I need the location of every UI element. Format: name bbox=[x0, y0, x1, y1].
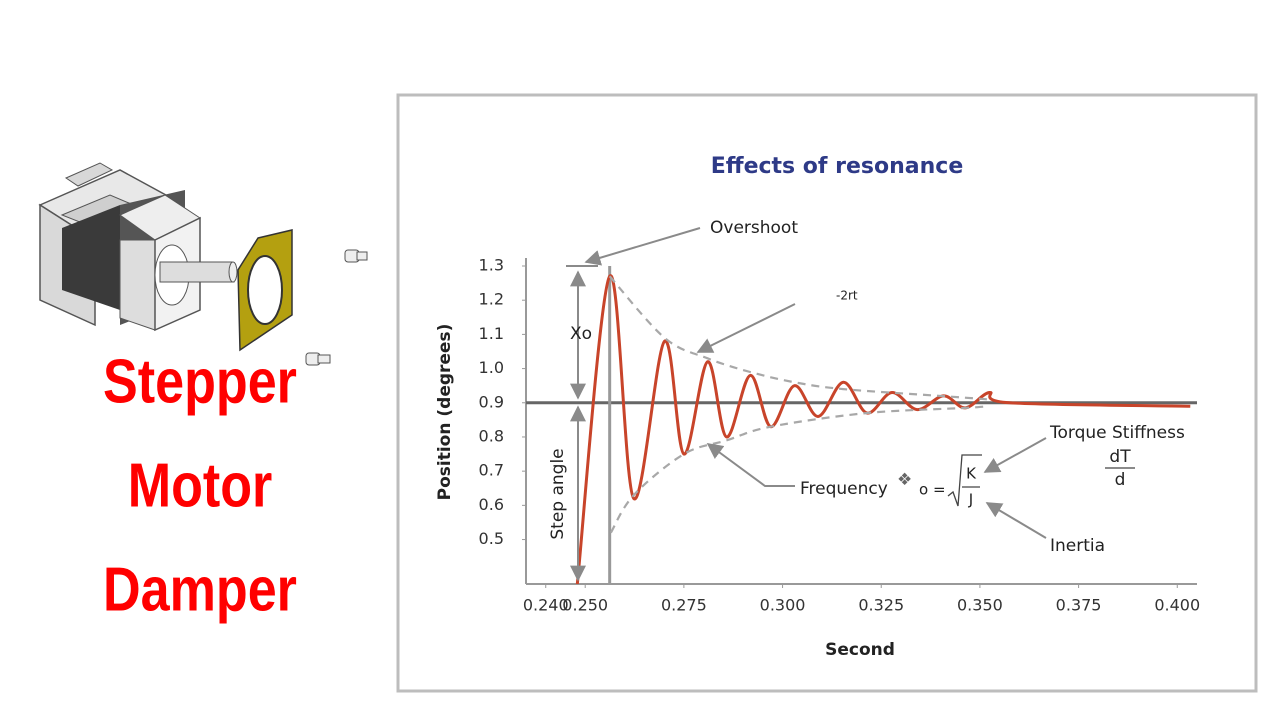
x-tick-label: 0.350 bbox=[957, 596, 1003, 615]
y-tick-label: 1.1 bbox=[479, 324, 504, 343]
arrow bbox=[985, 502, 1047, 539]
x-tick-label: 0.300 bbox=[760, 596, 806, 615]
chart-title: Effects of resonance bbox=[711, 154, 964, 179]
annotation: Torque Stiffness bbox=[1049, 423, 1185, 443]
y-tick-label: 0.9 bbox=[479, 392, 504, 411]
annotation: d bbox=[1115, 470, 1126, 490]
annotation: Xo bbox=[570, 324, 592, 344]
x-tick-label: 0.250 bbox=[562, 596, 608, 615]
annotation: ❖ bbox=[897, 470, 912, 490]
envelope-line bbox=[609, 405, 988, 534]
annotations: Overshoot -2rt Xo Step angle Frequency ❖… bbox=[548, 218, 1185, 582]
x-tick-label: 0.375 bbox=[1056, 596, 1102, 615]
x-axis-label: Second bbox=[825, 640, 895, 660]
slide-title: Stepper bbox=[103, 347, 297, 416]
annotation: J bbox=[968, 491, 973, 509]
y-tick-label: 0.5 bbox=[479, 529, 504, 548]
y-tick-label: 0.8 bbox=[479, 426, 504, 445]
annotation: Overshoot bbox=[710, 218, 798, 238]
annotation: K bbox=[966, 465, 977, 483]
annotation: Inertia bbox=[1050, 536, 1105, 556]
x-tick-label: 0.275 bbox=[661, 596, 707, 615]
y-axis-label: Position (degrees) bbox=[435, 324, 455, 501]
annotation: o = bbox=[919, 481, 946, 499]
annotation: -2rt bbox=[836, 289, 858, 303]
slide-title: Damper bbox=[103, 555, 297, 624]
annotation: Frequency bbox=[800, 479, 888, 499]
annotation: Step angle bbox=[548, 448, 568, 539]
y-tick-label: 1.3 bbox=[479, 256, 504, 275]
annotation: dT bbox=[1109, 447, 1131, 467]
arrow bbox=[983, 437, 1047, 473]
x-tick-label: 0.400 bbox=[1154, 596, 1200, 615]
arrow bbox=[696, 303, 796, 353]
y-tick-label: 1.2 bbox=[479, 290, 504, 309]
x-tick-label: 0.325 bbox=[858, 596, 904, 615]
y-tick-label: 1.0 bbox=[479, 358, 504, 377]
series-group bbox=[575, 274, 1191, 584]
arrow bbox=[584, 227, 701, 266]
motor-illustration bbox=[38, 162, 368, 366]
y-tick-label: 0.6 bbox=[479, 495, 504, 514]
slide-title: Motor bbox=[128, 451, 273, 520]
y-tick-label: 0.7 bbox=[479, 461, 504, 480]
arrow bbox=[706, 443, 795, 487]
sqrt-sign bbox=[947, 454, 982, 507]
chart-frame bbox=[396, 93, 1258, 693]
x-tick-label: 0.240 bbox=[523, 596, 569, 615]
envelope-line bbox=[608, 275, 988, 401]
